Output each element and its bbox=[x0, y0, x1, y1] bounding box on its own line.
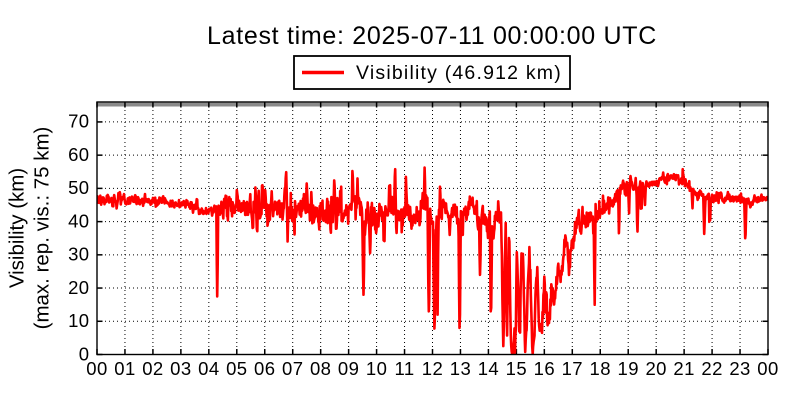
svg-text:00: 00 bbox=[757, 358, 778, 379]
svg-text:0: 0 bbox=[79, 343, 90, 364]
svg-text:09: 09 bbox=[338, 358, 359, 379]
svg-text:13: 13 bbox=[450, 358, 471, 379]
svg-text:70: 70 bbox=[68, 111, 89, 132]
svg-text:30: 30 bbox=[68, 244, 89, 265]
svg-text:02: 02 bbox=[142, 358, 163, 379]
svg-text:07: 07 bbox=[282, 358, 303, 379]
svg-text:14: 14 bbox=[478, 358, 499, 379]
svg-text:20: 20 bbox=[645, 358, 666, 379]
svg-text:05: 05 bbox=[226, 358, 247, 379]
svg-text:20: 20 bbox=[68, 277, 89, 298]
svg-text:22: 22 bbox=[701, 358, 722, 379]
svg-text:16: 16 bbox=[534, 358, 555, 379]
svg-text:10: 10 bbox=[68, 310, 89, 331]
svg-text:15: 15 bbox=[506, 358, 527, 379]
svg-text:04: 04 bbox=[198, 358, 219, 379]
svg-text:(max. rep. vis.: 75 km): (max. rep. vis.: 75 km) bbox=[31, 127, 54, 330]
svg-text:03: 03 bbox=[170, 358, 191, 379]
svg-text:Latest time: 2025-07-11 00:00:: Latest time: 2025-07-11 00:00:00 UTC bbox=[207, 22, 657, 50]
svg-text:50: 50 bbox=[68, 177, 89, 198]
svg-text:01: 01 bbox=[114, 358, 135, 379]
svg-text:40: 40 bbox=[68, 210, 89, 231]
svg-text:11: 11 bbox=[395, 358, 415, 379]
svg-text:23: 23 bbox=[729, 358, 750, 379]
svg-text:21: 21 bbox=[673, 358, 694, 379]
svg-text:Visibility (46.912 km): Visibility (46.912 km) bbox=[356, 62, 562, 84]
svg-text:18: 18 bbox=[590, 358, 611, 379]
svg-text:12: 12 bbox=[422, 358, 443, 379]
svg-text:06: 06 bbox=[254, 358, 275, 379]
svg-text:17: 17 bbox=[562, 358, 583, 379]
svg-text:08: 08 bbox=[310, 358, 331, 379]
svg-text:00: 00 bbox=[86, 358, 107, 379]
svg-text:19: 19 bbox=[618, 358, 639, 379]
svg-text:Visibility (km): Visibility (km) bbox=[6, 168, 29, 288]
svg-text:60: 60 bbox=[68, 144, 89, 165]
svg-text:10: 10 bbox=[366, 358, 387, 379]
